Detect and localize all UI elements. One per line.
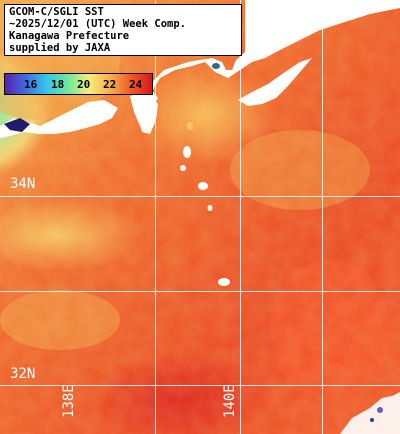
grid-line-lon-3 bbox=[322, 0, 323, 434]
title-line-4: supplied by JAXA bbox=[9, 42, 111, 54]
grid-line-lat-lower bbox=[0, 291, 400, 292]
color-scale-gradient bbox=[5, 74, 152, 94]
grid-line-lon-2 bbox=[240, 0, 241, 434]
izu-peninsula bbox=[130, 88, 158, 126]
title-line-2: ~2025/12/01 (UTC) Week Comp. bbox=[9, 18, 187, 30]
land-mass bbox=[138, 0, 400, 134]
color-scale-tick-16: 16 bbox=[24, 78, 38, 91]
color-scale-tick-24: 24 bbox=[129, 78, 143, 91]
title-box: GCOM-C/SGLI SST ~2025/12/01 (UTC) Week C… bbox=[4, 4, 242, 56]
color-scale-bar: 16 18 20 22 24 bbox=[4, 73, 153, 95]
longitude-label-138e: 138E bbox=[61, 384, 77, 418]
latitude-label-34n: 34N bbox=[10, 176, 36, 192]
color-scale-tick-18: 18 bbox=[51, 78, 65, 91]
boso-peninsula bbox=[238, 58, 312, 106]
latitude-label-32n: 32N bbox=[10, 366, 36, 382]
grid-line-lon-1 bbox=[155, 0, 156, 434]
color-scale-tick-22: 22 bbox=[103, 78, 117, 91]
grid-line-lat-upper bbox=[0, 196, 400, 197]
west-coast bbox=[0, 100, 118, 138]
title-line-3: Kanagawa Prefecture bbox=[9, 30, 130, 42]
grid-line-lat-bottom bbox=[0, 385, 400, 386]
title-line-1: GCOM-C/SGLI SST bbox=[9, 6, 104, 18]
longitude-label-140e: 140E bbox=[222, 384, 238, 418]
color-scale-tick-20: 20 bbox=[77, 78, 91, 91]
